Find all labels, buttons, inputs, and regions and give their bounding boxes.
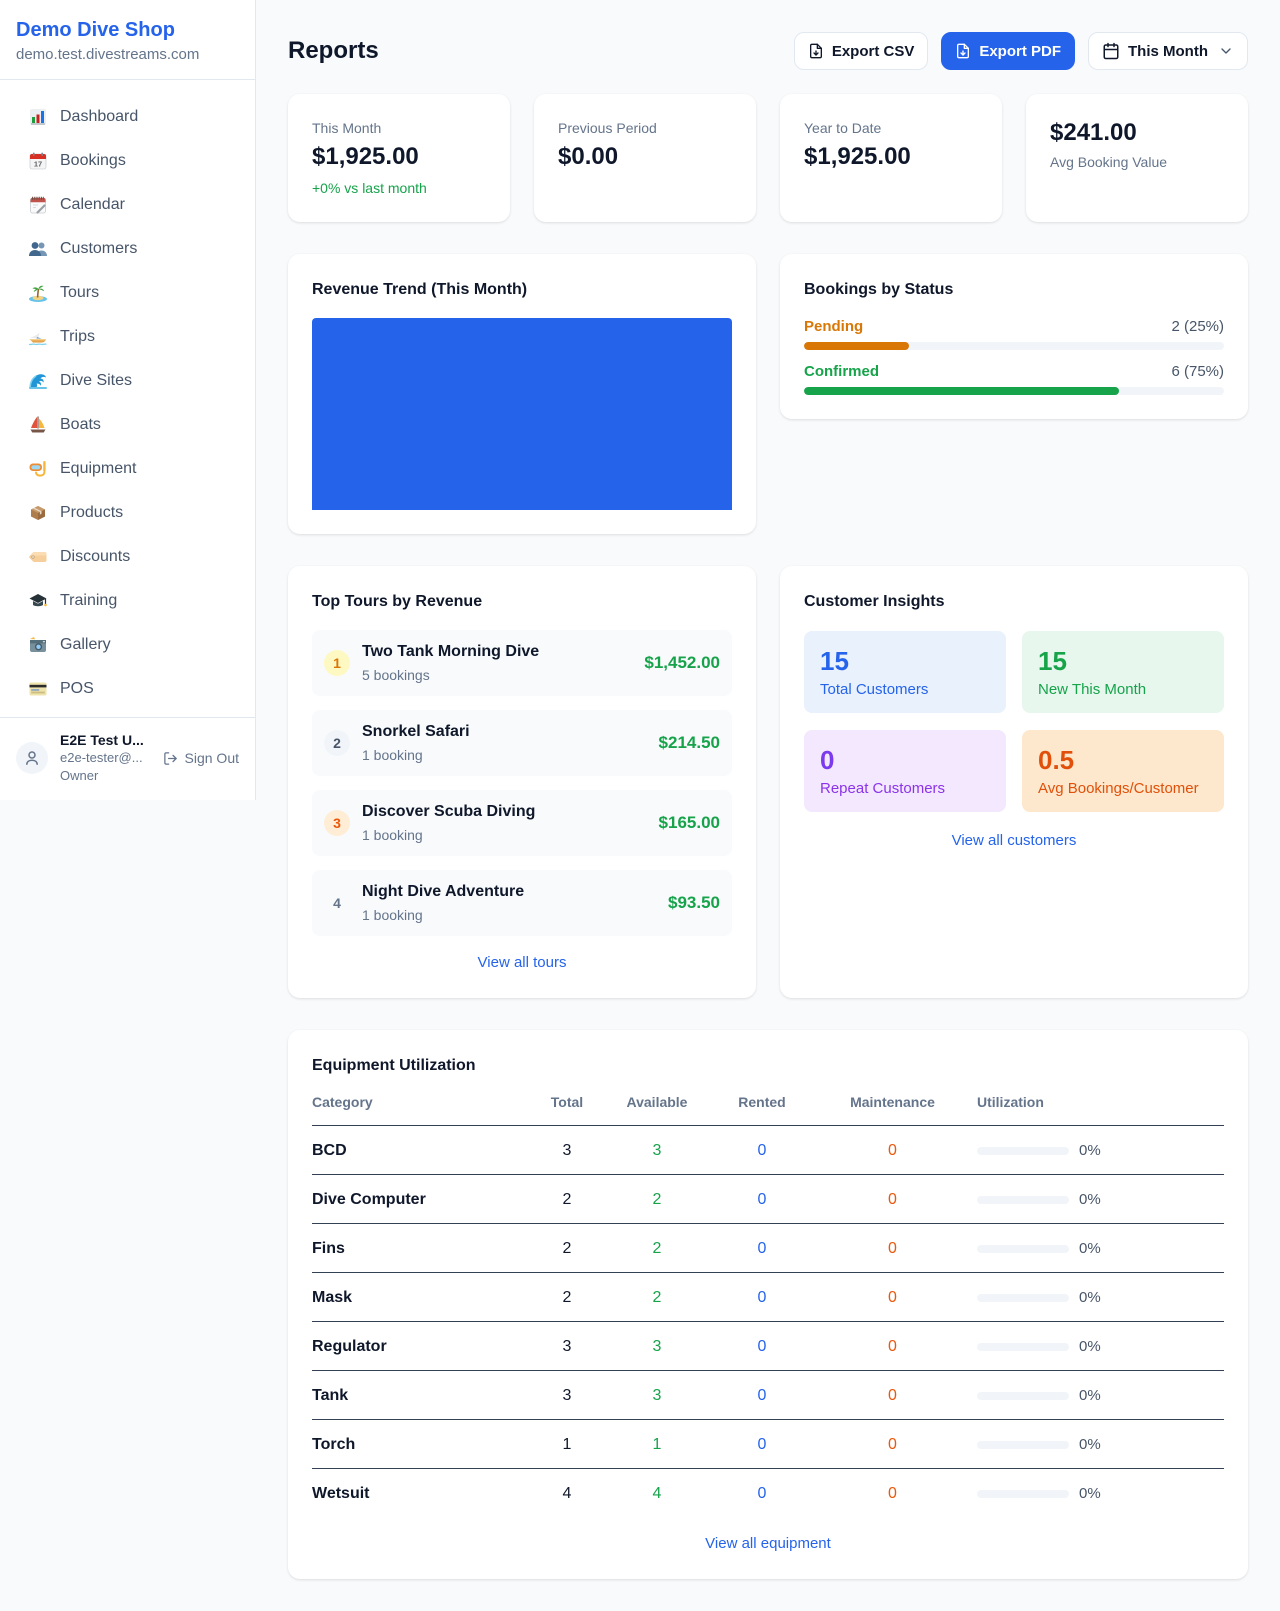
svg-text:17: 17: [34, 160, 42, 169]
